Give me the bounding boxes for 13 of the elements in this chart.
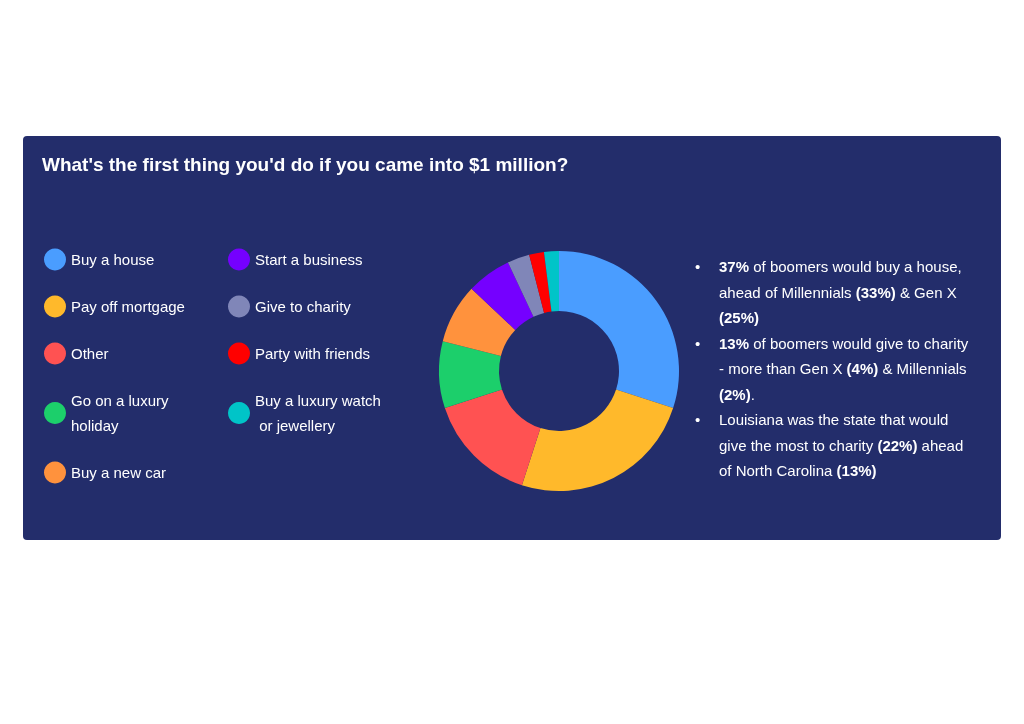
legend-label: Other <box>71 345 109 362</box>
legend-label: Buy a new car <box>71 464 167 481</box>
legend-label: Buy a luxury watch or jewellery <box>255 392 381 434</box>
legend-label: Buy a house <box>71 251 155 268</box>
text: • 37% of boomers would buy a house, ahead of Millennials (33%) & Gen X (25%) <box>695 258 962 326</box>
legend-label: Pay off mortgage <box>71 298 185 315</box>
text: • 13% of boomers would give to charity - more than Gen X (4%) & Millennials (2%). <box>695 334 969 403</box>
legend-label: Party with friends <box>255 345 371 362</box>
legend-label: Start a business <box>255 251 363 268</box>
legend-label: Go on a luxury holiday <box>71 392 173 434</box>
legend-label: Give to charity <box>255 298 352 315</box>
chart-title: What's the first thing you'd do if you came into $1 million? <box>42 154 569 175</box>
text: • Louisiana was the state that would give the most to charity (22%) ahead of North Carolina (13%) <box>695 411 964 479</box>
